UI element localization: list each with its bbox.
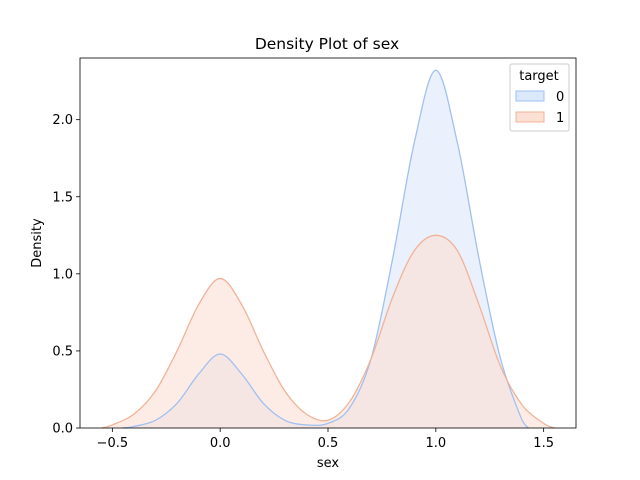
legend-swatch-1 bbox=[515, 111, 545, 123]
x-tick-label: 1.0 bbox=[425, 436, 446, 451]
y-tick-label: 1.5 bbox=[52, 190, 73, 205]
series-layer bbox=[101, 69, 555, 429]
density-line-0 bbox=[123, 69, 530, 429]
x-axis-label: sex bbox=[317, 456, 340, 471]
axes-layer: −0.5 0.0 0.5 1.0 1.5 0.0 0.5 1.0 1.5 2.0 bbox=[52, 113, 554, 451]
x-tick-label: 0.0 bbox=[210, 436, 231, 451]
legend-label-1: 1 bbox=[556, 111, 564, 126]
y-tick-label: 2.0 bbox=[52, 113, 73, 128]
y-axis-label: Density bbox=[30, 218, 45, 268]
legend-label-0: 0 bbox=[556, 90, 564, 105]
plot-frame bbox=[79, 57, 577, 429]
legend: target 0 1 bbox=[509, 63, 570, 132]
y-tick-label: 0.0 bbox=[52, 422, 73, 437]
x-tick-label: 1.5 bbox=[533, 436, 554, 451]
density-line-1 bbox=[101, 234, 555, 429]
density-area-1 bbox=[101, 235, 555, 428]
legend-swatch-0 bbox=[515, 90, 545, 102]
x-tick-label: 0.5 bbox=[318, 436, 339, 451]
x-tick-label: −0.5 bbox=[97, 436, 129, 451]
chart-title: Density Plot of sex bbox=[255, 35, 399, 53]
legend-title: target bbox=[519, 69, 559, 84]
y-tick-label: 1.0 bbox=[52, 267, 73, 282]
y-tick-label: 0.5 bbox=[52, 344, 73, 359]
